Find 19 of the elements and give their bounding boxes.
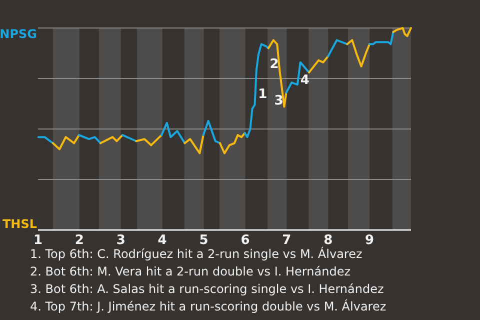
x-tick-label: 2 (74, 233, 84, 248)
x-tick-label: 1 (33, 233, 43, 248)
text: NPSG (0, 27, 37, 41)
annotation: 2 (270, 56, 279, 72)
x-tick-label: 3 (116, 233, 126, 248)
annotation: 3 (274, 93, 284, 108)
x-tick-label: 6 (240, 233, 250, 248)
text: THSL (2, 217, 38, 231)
text: 3. Bot 6th: A. Salas hit a run-scoring single vs I. Hernández (30, 282, 384, 296)
x-tick-label: 5 (199, 233, 208, 248)
annotation: 1 (258, 87, 268, 102)
annotation: 4 (300, 73, 310, 88)
text: 4. Top 7th: J. Jiménez hit a run-scoring double vs M. Álvarez (30, 298, 386, 314)
text: 1. Top 6th: C. Rodríguez hit a 2-run single vs M. Álvarez (30, 246, 362, 261)
text: 2. Bot 6th: M. Vera hit a 2-run double vs I. Hernández (30, 264, 350, 278)
x-tick-label: 9 (365, 233, 374, 248)
x-tick-label: 4 (158, 233, 167, 248)
x-tick-label: 7 (282, 233, 292, 248)
x-tick-label: 8 (324, 233, 333, 248)
